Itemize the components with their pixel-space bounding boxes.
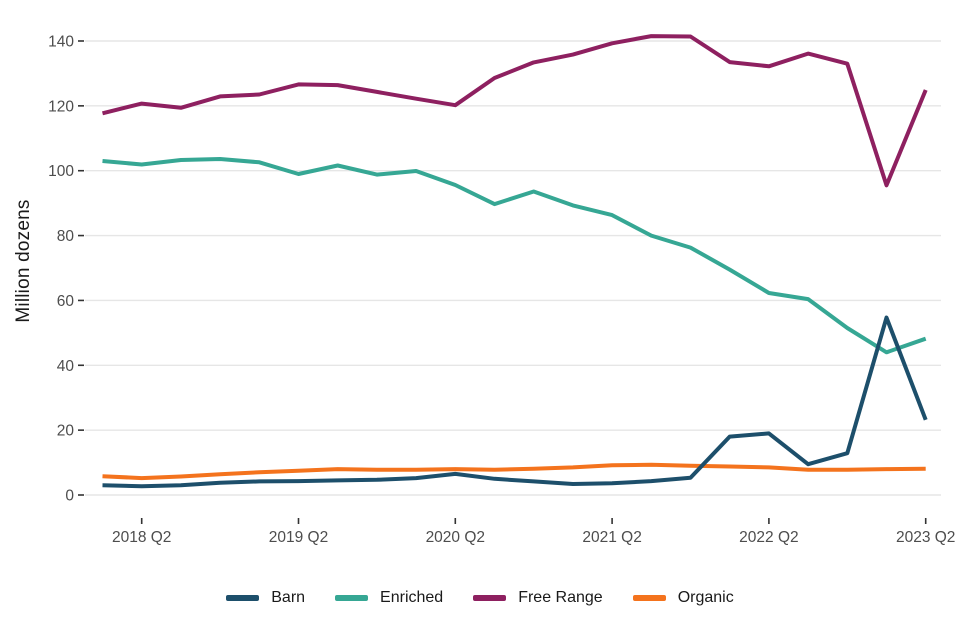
- y-tick-label: 100: [48, 163, 74, 180]
- y-tick-label: 40: [57, 358, 75, 375]
- chart-legend: Barn Enriched Free Range Organic: [0, 589, 960, 607]
- series-line-free-range: [102, 34, 928, 188]
- x-tick-label: 2018 Q2: [112, 529, 171, 546]
- plot-area: 0 20 40 60 80 100 120 140 2018 Q2 2019 Q2 2020 Q2 2…: [48, 33, 955, 546]
- series-line-barn: [102, 315, 928, 489]
- legend-swatch-free-range: [473, 595, 507, 601]
- y-tick-label: 120: [48, 98, 74, 115]
- x-tick-label: 2023 Q2: [896, 529, 955, 546]
- x-tick-label: 2020 Q2: [426, 529, 485, 546]
- x-tick-label: 2021 Q2: [582, 529, 641, 546]
- legend-item-free-range: Free Range: [473, 589, 603, 607]
- y-tick-label: 60: [57, 293, 75, 310]
- legend-label: Free Range: [518, 589, 603, 606]
- y-tick-label: 80: [57, 228, 75, 245]
- legend-swatch-enriched: [335, 595, 369, 601]
- legend-item-enriched: Enriched: [335, 589, 443, 607]
- legend-label: Enriched: [380, 589, 444, 606]
- legend-swatch-organic: [632, 595, 666, 601]
- series-line-organic: [102, 462, 926, 481]
- legend-item-barn: Barn: [226, 589, 305, 607]
- legend-label: Organic: [677, 589, 734, 606]
- x-tick-label: 2019 Q2: [269, 529, 328, 546]
- legend-label: Barn: [271, 589, 306, 606]
- y-axis-title: Million dozens: [13, 199, 34, 323]
- series-line-enriched: [102, 157, 927, 355]
- y-tick-label: 20: [57, 423, 75, 440]
- x-tick-label: 2022 Q2: [739, 529, 798, 546]
- legend-swatch-barn: [226, 595, 260, 601]
- y-tick-label: 0: [65, 488, 74, 505]
- legend-item-organic: Organic: [632, 589, 734, 607]
- y-tick-label: 140: [48, 33, 74, 50]
